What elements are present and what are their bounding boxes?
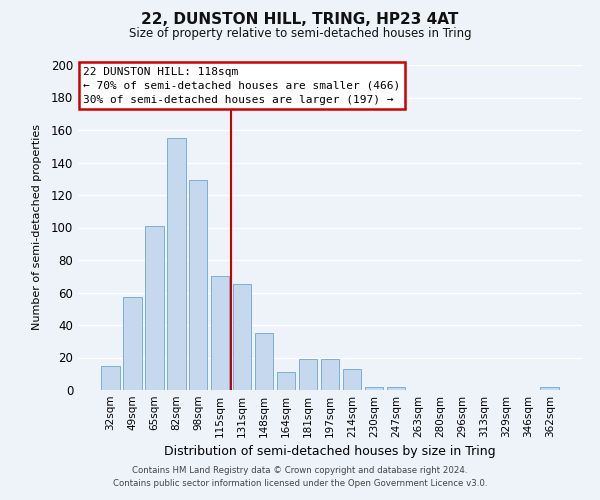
Bar [541,387,559,390]
Bar [145,226,164,390]
Bar [123,298,142,390]
Bar [167,138,185,390]
Bar [299,359,317,390]
Bar [343,369,361,390]
Bar [189,180,208,390]
Text: 22, DUNSTON HILL, TRING, HP23 4AT: 22, DUNSTON HILL, TRING, HP23 4AT [142,12,458,28]
Bar [255,333,274,390]
Text: 22 DUNSTON HILL: 118sqm
← 70% of semi-detached houses are smaller (466)
30% of s: 22 DUNSTON HILL: 118sqm ← 70% of semi-de… [83,66,400,104]
Bar [365,387,383,390]
Bar [211,276,229,390]
Bar [320,359,340,390]
Bar [233,284,251,390]
Bar [101,366,119,390]
Bar [386,387,405,390]
Text: Contains HM Land Registry data © Crown copyright and database right 2024.
Contai: Contains HM Land Registry data © Crown c… [113,466,487,487]
Text: Size of property relative to semi-detached houses in Tring: Size of property relative to semi-detach… [128,28,472,40]
X-axis label: Distribution of semi-detached houses by size in Tring: Distribution of semi-detached houses by … [164,446,496,458]
Bar [277,372,295,390]
Y-axis label: Number of semi-detached properties: Number of semi-detached properties [32,124,43,330]
